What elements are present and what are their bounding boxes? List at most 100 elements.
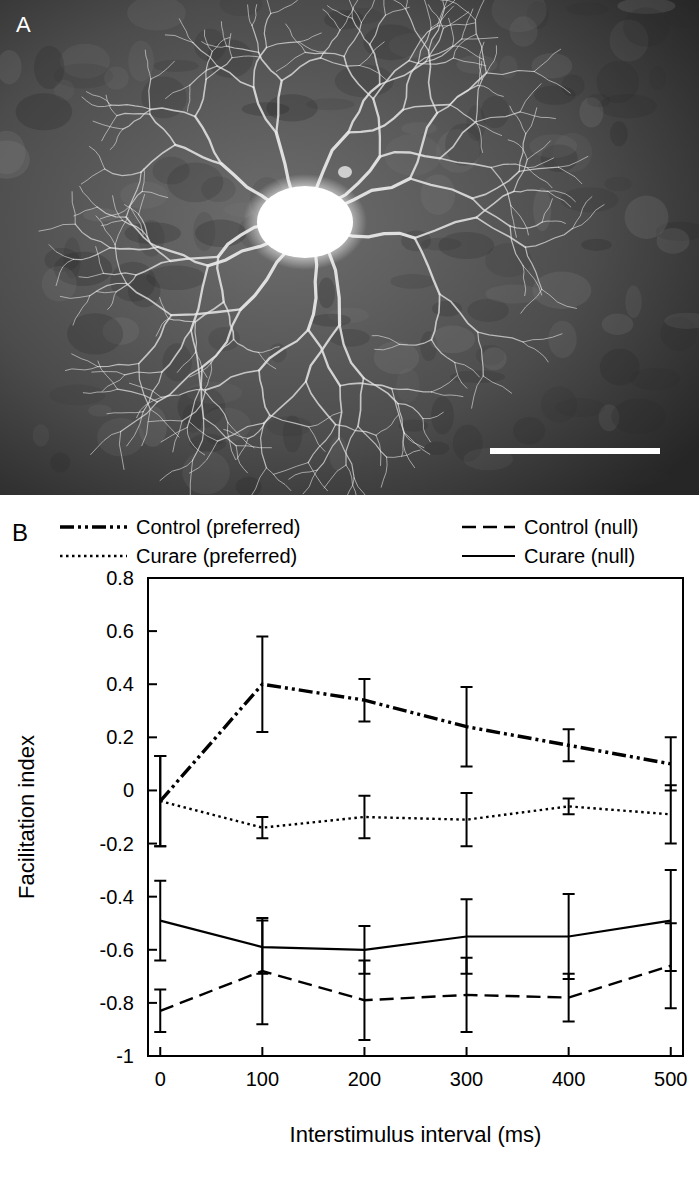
dendrite bbox=[339, 439, 354, 479]
mottle bbox=[0, 50, 22, 84]
dendrite bbox=[400, 340, 432, 346]
dendrite bbox=[415, 238, 440, 294]
series bbox=[154, 756, 676, 846]
dendrite bbox=[375, 344, 400, 349]
legend-label: Curare (null) bbox=[524, 545, 635, 567]
dendrite bbox=[136, 261, 170, 275]
dendrite bbox=[519, 134, 526, 172]
dendrite bbox=[201, 367, 203, 418]
y-tick bbox=[148, 1002, 157, 1004]
x-tick bbox=[363, 1047, 365, 1056]
dendrite bbox=[327, 6, 352, 19]
dendrite bbox=[520, 112, 555, 119]
y-axis-label: Facilitation index bbox=[14, 735, 39, 899]
dendrite bbox=[195, 353, 207, 378]
dendrite bbox=[142, 409, 151, 445]
dendrite bbox=[360, 66, 387, 81]
mottle bbox=[182, 451, 230, 495]
dendrite bbox=[190, 363, 211, 377]
dendrite bbox=[142, 192, 168, 198]
dendrite bbox=[418, 46, 452, 63]
mottle bbox=[153, 60, 198, 72]
dendrite bbox=[415, 218, 477, 239]
dendrite bbox=[346, 0, 362, 23]
dendrite bbox=[306, 382, 336, 425]
dendrite bbox=[110, 247, 158, 250]
y-tick-label: -0.2 bbox=[100, 833, 134, 855]
panel-label: B bbox=[12, 519, 28, 546]
dendrite bbox=[92, 372, 125, 375]
dendrite bbox=[370, 15, 386, 44]
dendrite bbox=[93, 121, 123, 129]
mottle bbox=[193, 212, 215, 251]
dendrite bbox=[205, 30, 213, 51]
dendrite bbox=[449, 18, 454, 46]
mottle bbox=[335, 65, 394, 97]
dendrite bbox=[381, 457, 387, 487]
dendrite bbox=[142, 169, 144, 192]
dendrite bbox=[141, 145, 175, 172]
dendrite bbox=[96, 216, 115, 245]
dendrite bbox=[65, 367, 97, 371]
mottle bbox=[0, 131, 26, 175]
mottle bbox=[104, 66, 129, 89]
dendrite bbox=[162, 330, 191, 372]
dendrite bbox=[110, 129, 123, 149]
mottling bbox=[0, 0, 699, 495]
dendrite bbox=[373, 99, 380, 157]
dendrite bbox=[409, 58, 453, 64]
dendrite bbox=[96, 292, 116, 293]
mottle bbox=[318, 278, 335, 309]
dendrite bbox=[191, 266, 208, 330]
dendrite bbox=[266, 468, 291, 491]
dendrite bbox=[429, 8, 445, 50]
dendrite bbox=[472, 198, 510, 226]
dendrite bbox=[376, 435, 381, 465]
dendrite bbox=[195, 116, 221, 163]
dendrite bbox=[476, 79, 482, 121]
dendrite bbox=[276, 81, 281, 133]
error-bar bbox=[256, 918, 268, 1024]
mottle bbox=[88, 405, 111, 417]
dendrite bbox=[548, 191, 571, 207]
y-tick-label: 0.2 bbox=[106, 726, 134, 748]
x-tick bbox=[261, 1047, 263, 1056]
error-bar bbox=[256, 817, 268, 838]
figure: ABControl (preferred)Control (null)Curar… bbox=[0, 0, 699, 1199]
legend-label: Curare (preferred) bbox=[136, 545, 297, 567]
dendrite bbox=[259, 370, 270, 415]
dendrite bbox=[190, 66, 217, 85]
error-bar bbox=[563, 974, 575, 1022]
dendrite bbox=[324, 465, 346, 488]
dendrite bbox=[236, 446, 247, 473]
dendrite bbox=[261, 423, 267, 468]
dendrite bbox=[526, 108, 537, 134]
dendrite bbox=[148, 420, 182, 421]
error-bar bbox=[563, 729, 575, 761]
dendrite bbox=[267, 42, 299, 48]
legend-swatch bbox=[462, 555, 515, 557]
y-tick bbox=[148, 736, 157, 738]
mottle bbox=[612, 469, 670, 485]
dendrite bbox=[528, 158, 554, 168]
dendrite bbox=[323, 9, 340, 30]
dendrite bbox=[510, 106, 526, 134]
dendrite bbox=[387, 450, 421, 457]
y-tick-label: 0.8 bbox=[106, 567, 134, 589]
dendrite bbox=[321, 58, 360, 66]
dendrite bbox=[248, 415, 270, 438]
dendrite bbox=[410, 113, 437, 179]
dendrite bbox=[81, 169, 104, 184]
y-tick bbox=[148, 896, 157, 898]
mottle bbox=[602, 314, 634, 335]
dendrite bbox=[440, 294, 478, 332]
dendrite bbox=[358, 378, 364, 426]
dendrite bbox=[170, 257, 218, 261]
dendrite bbox=[572, 205, 604, 229]
dendrite bbox=[254, 48, 267, 88]
dendrite bbox=[432, 340, 455, 363]
dendrite bbox=[309, 412, 341, 427]
mottle bbox=[153, 157, 190, 185]
data-area bbox=[154, 636, 676, 1040]
dendrite bbox=[423, 419, 431, 442]
